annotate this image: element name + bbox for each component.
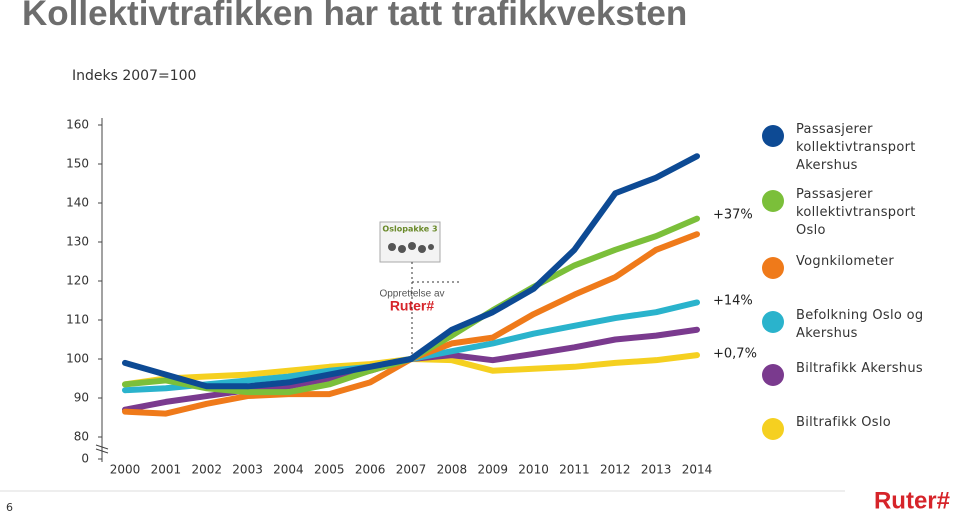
x-tick-label: 2013 xyxy=(641,463,672,477)
x-tick-label: 2009 xyxy=(477,463,508,477)
event-image-label: Oslopakke 3 xyxy=(382,225,437,234)
y-tick-label: 110 xyxy=(66,313,89,327)
legend-swatch xyxy=(762,364,784,386)
y-tick-label: 120 xyxy=(66,274,89,288)
x-tick-label: 2000 xyxy=(110,463,141,477)
axis-break xyxy=(95,448,109,454)
legend-swatch xyxy=(762,418,784,440)
legend-label: Biltrafikk Akershus xyxy=(796,361,923,376)
subtitle: Indeks 2007=100 xyxy=(72,68,197,84)
x-tick-label: 2012 xyxy=(600,463,631,477)
event-image xyxy=(379,221,441,263)
x-tick-label: 2005 xyxy=(314,463,345,477)
series-line xyxy=(122,153,700,390)
y-tick-label: 150 xyxy=(66,157,89,171)
legend-label: Befolkning Oslo og Akershus xyxy=(796,308,924,341)
page-number: 6 xyxy=(6,501,13,514)
x-tick-label: 2003 xyxy=(232,463,263,477)
event-text: Opprettelse av xyxy=(379,289,444,300)
legend-swatch xyxy=(762,125,784,147)
legend-swatch xyxy=(762,190,784,212)
x-tick-label: 2014 xyxy=(682,463,713,477)
x-tick-label: 2002 xyxy=(191,463,222,477)
series-line xyxy=(122,326,700,413)
footer-logo: Ruter# xyxy=(874,487,950,514)
x-tick-label: 2004 xyxy=(273,463,304,477)
y-tick-label: 100 xyxy=(66,352,89,366)
legend-swatch xyxy=(762,257,784,279)
event-image-figures xyxy=(388,242,434,253)
y-tick-label: 160 xyxy=(66,118,89,132)
x-tick-label: 2001 xyxy=(151,463,182,477)
legend-label: Biltrafikk Oslo xyxy=(796,415,891,430)
title: Kollektivtrafikken har tatt trafikkvekst… xyxy=(22,0,688,33)
axis-break xyxy=(95,444,109,450)
legend-swatch xyxy=(762,311,784,333)
y-tick-label: 80 xyxy=(74,430,89,444)
y-tick-label: 90 xyxy=(74,391,89,405)
x-tick-label: 2011 xyxy=(559,463,590,477)
y-tick-label: 0 xyxy=(81,452,89,466)
legend-label: Passasjerer kollektivtransport Oslo xyxy=(796,187,916,238)
x-tick-label: 2007 xyxy=(396,463,427,477)
x-tick-label: 2006 xyxy=(355,463,386,477)
legend-label: Passasjerer kollektivtransport Akershus xyxy=(796,122,916,173)
y-tick-label: 140 xyxy=(66,196,89,210)
annotation: +0,7% xyxy=(713,347,757,362)
y-tick-label: 130 xyxy=(66,235,89,249)
x-tick-label: 2008 xyxy=(437,463,468,477)
annotation: +14% xyxy=(713,294,753,309)
annotation: +37% xyxy=(713,208,753,223)
legend-label: Vognkilometer xyxy=(796,254,895,269)
event-logo: Ruter# xyxy=(390,298,435,314)
x-tick-label: 2010 xyxy=(518,463,549,477)
